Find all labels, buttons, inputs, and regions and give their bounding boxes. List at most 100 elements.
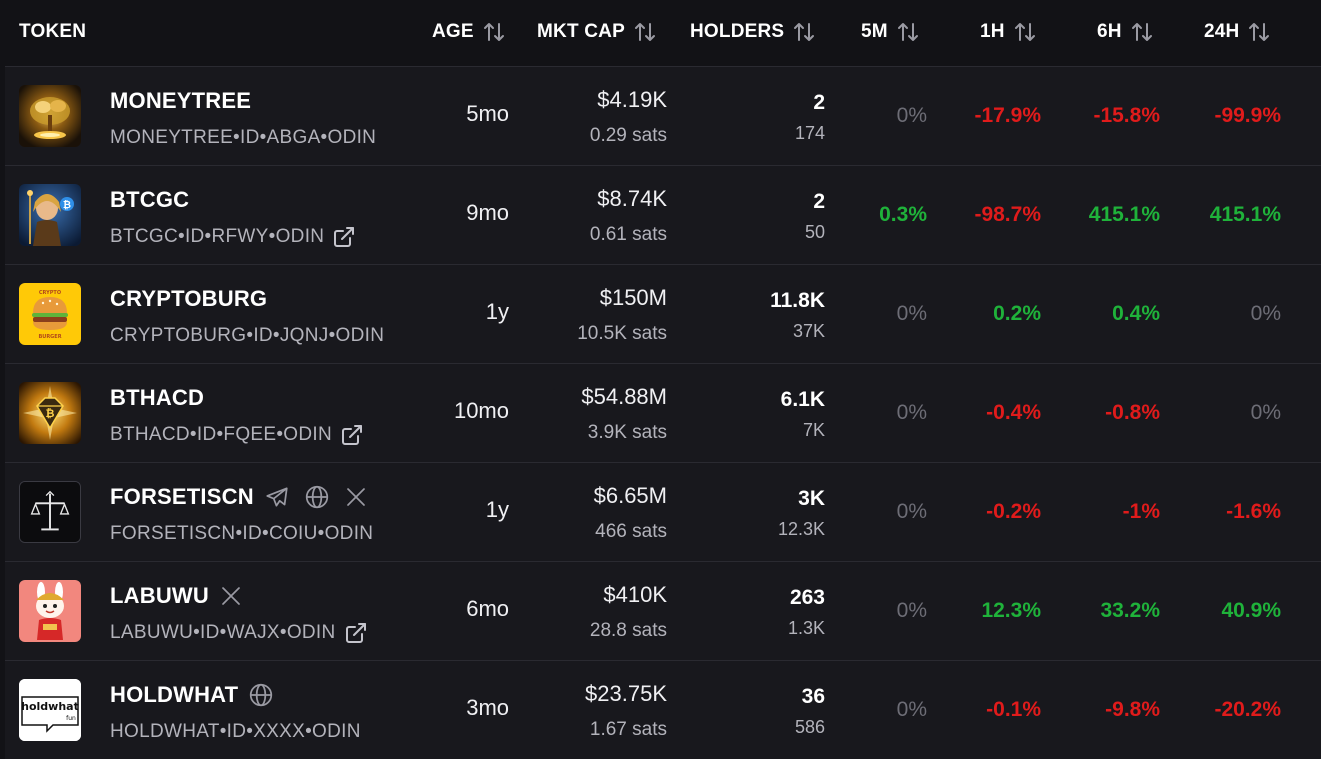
token-logo: ₿ <box>19 382 81 444</box>
change-24h: -99.9% <box>1214 104 1281 127</box>
holders-secondary: 586 <box>794 717 825 737</box>
token-age: 1y <box>485 299 509 324</box>
token-age: 10mo <box>453 398 509 423</box>
token-name[interactable]: HOLDWHAT <box>110 681 274 709</box>
svg-text:₿: ₿ <box>46 407 55 420</box>
table-row[interactable]: CRYPTO BURGER CRYPTOBURG CRYPTOBURG•ID•J… <box>5 264 1321 363</box>
token-name-text[interactable]: LABUWU <box>110 583 209 608</box>
table-row[interactable]: holdwhat fun HOLDWHAT HOLDWHAT•ID•XXXX•O… <box>5 660 1321 759</box>
change-5m: 0% <box>896 500 927 523</box>
token-id-text: MONEYTREE•ID•ABGA•ODIN <box>110 127 377 148</box>
sort-arrows-icon[interactable] <box>482 20 506 44</box>
token-logo: ₿ <box>19 184 81 246</box>
x-icon[interactable] <box>219 584 243 608</box>
svg-text:₿: ₿ <box>63 199 71 211</box>
x-icon[interactable] <box>344 485 368 509</box>
sort-arrows-icon[interactable] <box>896 20 920 44</box>
change-5m: 0% <box>896 599 927 622</box>
sort-arrows-icon[interactable] <box>633 20 657 44</box>
holders-count: 11.8K <box>770 289 825 312</box>
token-name-text[interactable]: BTCGC <box>110 187 190 212</box>
market-cap: $410K <box>603 582 667 607</box>
token-id-text: FORSETISCN•ID•COIU•ODIN <box>110 523 374 544</box>
change-6h: -1% <box>1122 500 1160 523</box>
change-1h: -98.7% <box>974 203 1041 226</box>
svg-text:CRYPTO: CRYPTO <box>39 290 61 296</box>
change-6h: -9.8% <box>1105 698 1160 721</box>
market-cap: $4.19K <box>597 87 667 112</box>
token-name[interactable]: CRYPTOBURG <box>110 285 267 313</box>
change-1h: -0.2% <box>986 500 1041 523</box>
header-5m-label: 5M <box>861 21 888 42</box>
token-age: 6mo <box>466 596 509 621</box>
external-link-icon[interactable] <box>332 225 356 249</box>
change-5m: 0% <box>896 698 927 721</box>
change-1h: -0.4% <box>986 401 1041 424</box>
holders-count: 3K <box>798 487 825 510</box>
token-logo: CRYPTO BURGER <box>19 283 81 345</box>
svg-text:BURGER: BURGER <box>38 334 61 340</box>
holders-count: 2 <box>813 91 825 114</box>
external-link-icon[interactable] <box>344 621 368 645</box>
change-24h: 415.1% <box>1209 203 1281 226</box>
table-row[interactable]: FORSETISCN FORSETISCN•ID•COIU•ODIN 1y $6… <box>5 462 1321 561</box>
header-5m-sort[interactable]: 5M <box>861 19 920 45</box>
token-name[interactable]: BTCGC <box>110 186 189 214</box>
token-name[interactable]: LABUWU <box>110 582 243 610</box>
market-cap: $6.65M <box>593 483 667 508</box>
token-age: 5mo <box>466 101 509 126</box>
holders-secondary: 37K <box>792 321 825 341</box>
table-row[interactable]: LABUWU LABUWU•ID•WAJX•ODIN 6mo $410K 28.… <box>5 561 1321 660</box>
header-token: TOKEN <box>19 19 86 45</box>
header-1h-sort[interactable]: 1H <box>980 19 1037 45</box>
holders-secondary: 7K <box>802 420 825 440</box>
change-1h: -17.9% <box>974 104 1041 127</box>
change-1h: 12.3% <box>981 599 1041 622</box>
external-link-icon[interactable] <box>340 423 364 447</box>
token-logo: holdwhat fun <box>19 679 81 741</box>
token-id-text: BTHACD•ID•FQEE•ODIN <box>110 424 333 445</box>
market-cap: $54.88M <box>581 384 667 409</box>
globe-icon[interactable] <box>248 682 274 708</box>
header-6h-sort[interactable]: 6H <box>1097 19 1154 45</box>
table-row[interactable]: ₿ BTHACD BTHACD•ID•FQEE•ODIN 10mo $54.88… <box>5 363 1321 462</box>
change-5m: 0% <box>896 104 927 127</box>
holders-count: 6.1K <box>780 388 825 411</box>
sort-arrows-icon[interactable] <box>1013 20 1037 44</box>
token-name[interactable]: MONEYTREE <box>110 87 251 115</box>
header-holders-sort[interactable]: HOLDERS <box>690 19 816 45</box>
price-sats: 0.61 sats <box>589 224 667 245</box>
token-name[interactable]: BTHACD <box>110 384 204 412</box>
token-name-text[interactable]: BTHACD <box>110 385 205 410</box>
token-name[interactable]: FORSETISCN <box>110 483 368 511</box>
header-1h-label: 1H <box>980 21 1005 42</box>
price-sats: 466 sats <box>595 521 667 542</box>
telegram-icon[interactable] <box>264 484 290 510</box>
header-holders-label: HOLDERS <box>690 21 785 42</box>
change-1h: 0.2% <box>993 302 1041 325</box>
change-5m: 0.3% <box>879 203 927 226</box>
token-name-text[interactable]: MONEYTREE <box>110 88 252 113</box>
header-mktcap-sort[interactable]: MKT CAP <box>537 19 657 45</box>
header-6h-label: 6H <box>1097 21 1122 42</box>
header-24h-sort[interactable]: 24H <box>1204 19 1271 45</box>
holders-count: 2 <box>813 190 825 213</box>
change-24h: -20.2% <box>1214 698 1281 721</box>
sort-arrows-icon[interactable] <box>1130 20 1154 44</box>
change-24h: 0% <box>1250 401 1281 424</box>
price-sats: 0.29 sats <box>589 125 667 146</box>
price-sats: 3.9K sats <box>587 422 667 443</box>
token-name-text[interactable]: HOLDWHAT <box>110 682 239 707</box>
table-row[interactable]: MONEYTREE MONEYTREE•ID•ABGA•ODIN 5mo $4.… <box>5 66 1321 165</box>
token-id: BTHACD•ID•FQEE•ODIN <box>110 422 364 448</box>
table-row[interactable]: ₿ BTCGC BTCGC•ID•RFWY•ODIN 9mo $8.74K 0.… <box>5 165 1321 264</box>
token-name-text[interactable]: CRYPTOBURG <box>110 286 268 311</box>
token-name-text[interactable]: FORSETISCN <box>110 484 254 509</box>
sort-arrows-icon[interactable] <box>1247 20 1271 44</box>
change-24h: 0% <box>1250 302 1281 325</box>
token-logo <box>19 481 81 543</box>
token-id-text: LABUWU•ID•WAJX•ODIN <box>110 622 336 643</box>
sort-arrows-icon[interactable] <box>792 20 816 44</box>
globe-icon[interactable] <box>304 484 330 510</box>
header-age-sort[interactable]: AGE <box>432 19 506 45</box>
